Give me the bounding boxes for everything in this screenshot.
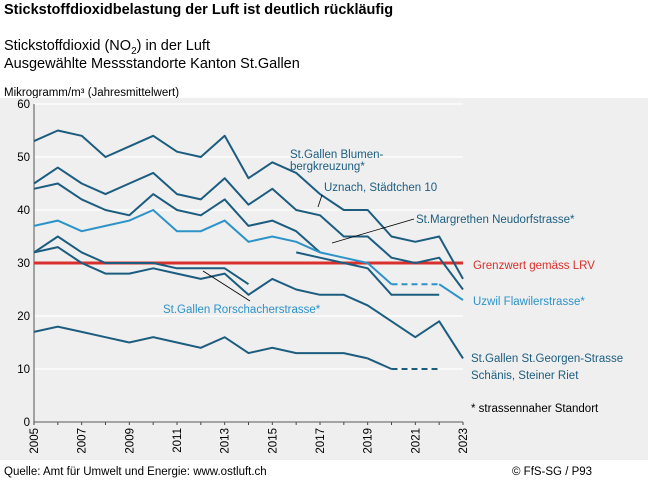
series-line — [33, 246, 464, 359]
series-line — [33, 182, 321, 254]
x-tick-label: 2015 — [267, 428, 279, 454]
series-line — [295, 251, 440, 296]
series-line — [367, 262, 393, 285]
limit-label: Grenzwert gemäss LRV — [473, 260, 595, 272]
leader-line — [331, 218, 415, 244]
y-tick-label: 40 — [17, 205, 30, 217]
chart-title: Stickstoffdioxidbelastung der Luft ist d… — [4, 2, 394, 18]
series-line — [33, 325, 368, 360]
x-tick-label: 2005 — [29, 428, 41, 454]
x-tick-label: 2023 — [458, 428, 470, 454]
x-tick-label: 2007 — [77, 428, 89, 454]
series-line — [33, 235, 250, 286]
y-tick-label: 30 — [17, 258, 30, 270]
footnote-marker: * strassennaher Standort — [471, 403, 599, 415]
x-tick-label: 2019 — [363, 428, 375, 454]
series-line — [33, 129, 464, 280]
series-label: bergkreuzung* — [290, 161, 365, 173]
series-line — [33, 166, 464, 291]
y-tick-label: 20 — [17, 311, 30, 323]
series-line — [33, 208, 368, 264]
series-line — [367, 357, 392, 370]
series-label: Uznach, Städtchen 10 — [324, 182, 437, 194]
chart-subtitle: Stickstoffdioxid (NO2) in der Luft — [4, 38, 210, 57]
x-tick-label: 2017 — [315, 428, 327, 454]
series-label: Schänis, Steiner Riet — [471, 370, 579, 382]
subtitle-prefix: Stickstoffdioxid (NO — [4, 38, 132, 54]
leader-line — [202, 270, 251, 302]
y-tick-label: 60 — [17, 99, 30, 111]
series-label: Uzwil Flawilerstrasse* — [473, 296, 585, 308]
series-line — [438, 283, 464, 301]
y-axis-label: Mikrogramm/m³ (Jahresmittelwert) — [4, 87, 180, 99]
copyright: © FfS-SG / P93 — [512, 466, 593, 478]
subtitle-suffix: ) in der Luft — [136, 38, 210, 54]
leader-line — [317, 194, 323, 208]
x-tick-label: 2013 — [220, 428, 232, 454]
x-tick-label: 2011 — [172, 428, 184, 453]
y-tick-label: 0 — [24, 417, 30, 429]
series-label: St.Margrethen Neudorfstrasse* — [416, 214, 575, 226]
series-label: St.Gallen Rorschacherstrasse* — [163, 304, 321, 316]
x-tick-label: 2009 — [124, 428, 136, 454]
y-tick-label: 10 — [17, 364, 30, 376]
series-label: St.Gallen St.Georgen-Strasse — [471, 353, 623, 365]
chart-subtitle-2: Ausgewählte Messstandorte Kanton St.Gall… — [4, 56, 300, 72]
y-tick-label: 50 — [17, 152, 30, 164]
subtitle-subscript: 2 — [131, 45, 137, 57]
x-tick-label: 2021 — [410, 428, 422, 454]
source-note: Quelle: Amt für Umwelt und Energie: www.… — [4, 466, 267, 478]
series-label: St.Gallen Blumen- — [290, 149, 383, 161]
